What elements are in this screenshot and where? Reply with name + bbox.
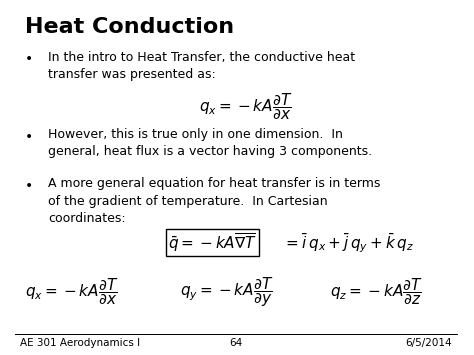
Text: 64: 64 — [229, 338, 243, 348]
Text: $q_x = -kA\dfrac{\partial T}{\partial x}$: $q_x = -kA\dfrac{\partial T}{\partial x}… — [25, 277, 118, 307]
Text: Heat Conduction: Heat Conduction — [25, 17, 234, 37]
Text: $q_z = -kA\dfrac{\partial T}{\partial z}$: $q_z = -kA\dfrac{\partial T}{\partial z}… — [330, 277, 423, 307]
Text: •: • — [25, 179, 33, 193]
Text: $q_x = -kA\dfrac{\partial T}{\partial x}$: $q_x = -kA\dfrac{\partial T}{\partial x}… — [199, 91, 292, 122]
Text: A more general equation for heat transfer is in terms
of the gradient of tempera: A more general equation for heat transfe… — [48, 178, 381, 224]
Text: •: • — [25, 53, 33, 66]
Text: 6/5/2014: 6/5/2014 — [405, 338, 452, 348]
Text: However, this is true only in one dimension.  In
general, heat flux is a vector : However, this is true only in one dimens… — [48, 128, 373, 158]
Text: $= \bar{i}\,q_x + \bar{j}\,q_y + \bar{k}\,q_z$: $= \bar{i}\,q_x + \bar{j}\,q_y + \bar{k}… — [283, 231, 414, 255]
Text: AE 301 Aerodynamics I: AE 301 Aerodynamics I — [20, 338, 140, 348]
Text: $\bar{q} = -kA\overline{\nabla T}$: $\bar{q} = -kA\overline{\nabla T}$ — [168, 231, 257, 254]
Text: In the intro to Heat Transfer, the conductive heat
transfer was presented as:: In the intro to Heat Transfer, the condu… — [48, 51, 356, 81]
Text: •: • — [25, 130, 33, 144]
Text: $q_y = -kA\dfrac{\partial T}{\partial y}$: $q_y = -kA\dfrac{\partial T}{\partial y}… — [180, 275, 273, 309]
